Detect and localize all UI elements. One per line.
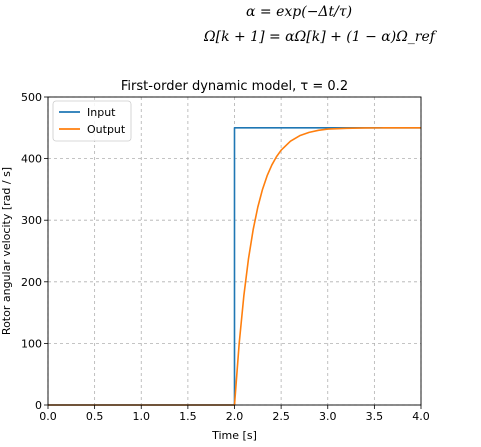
legend-label-input: Input: [87, 106, 116, 119]
series-line-input: [48, 127, 421, 406]
x-axis-label: Time [s]: [211, 429, 257, 442]
legend-label-output: Output: [87, 123, 126, 136]
recurrence-equation: Ω[k + 1] = αΩ[k] + (1 − α)Ω_ref: [204, 29, 435, 45]
y-tick-label-3: 300: [21, 214, 42, 227]
x-tick-label-7: 3.5: [366, 410, 384, 423]
series-line-output: [48, 127, 421, 406]
x-tick-label-0: 0.0: [39, 410, 57, 423]
x-tick-label-3: 1.5: [179, 410, 197, 423]
legend-box: [52, 100, 132, 142]
chart-title: First-order dynamic model, τ = 0.2: [121, 79, 348, 94]
x-tick-label-4: 2.0: [226, 410, 244, 423]
x-tick-label-1: 0.5: [86, 410, 104, 423]
x-tick-label-8: 4.0: [412, 410, 430, 423]
y-tick-label-1: 100: [21, 337, 42, 350]
alpha-equation: α = exp(−Δt/τ): [246, 4, 353, 20]
x-tick-label-5: 2.5: [272, 410, 290, 423]
x-tick-label-6: 3.0: [319, 410, 337, 423]
y-axis-label: Rotor angular velocity [rad / s]: [0, 167, 13, 335]
y-tick-label-5: 500: [21, 91, 42, 104]
y-tick-label-4: 400: [21, 153, 42, 166]
y-tick-label-2: 200: [21, 276, 42, 289]
y-tick-label-0: 0: [35, 399, 42, 412]
equations: α = exp(−Δt/τ) Ω[k + 1] = αΩ[k] + (1 − α…: [0, 0, 481, 60]
x-tick-label-2: 1.0: [133, 410, 151, 423]
legend: Input Output: [52, 100, 132, 142]
